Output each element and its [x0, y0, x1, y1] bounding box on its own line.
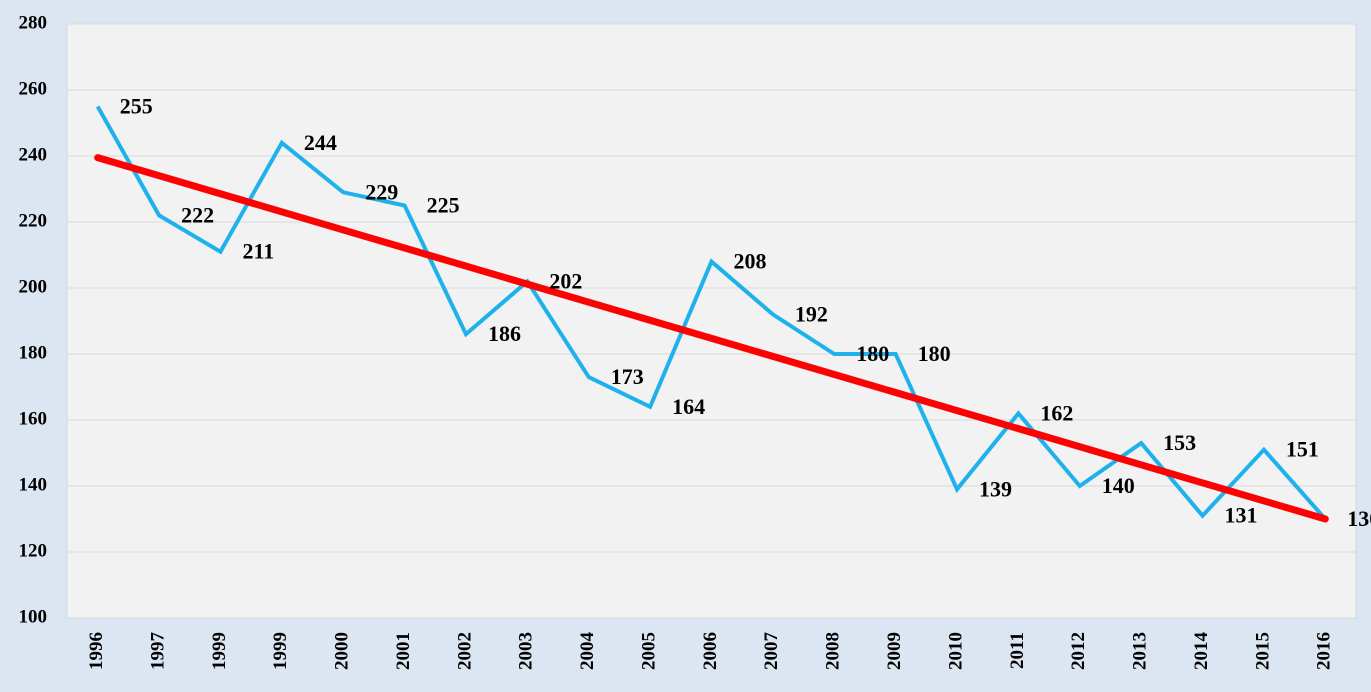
data-label: 153	[1163, 430, 1196, 455]
y-tick-label: 160	[19, 408, 48, 429]
data-label: 139	[979, 476, 1012, 501]
y-tick-label: 260	[19, 78, 48, 99]
data-label: 244	[304, 130, 337, 155]
x-tick-label: 2003	[516, 632, 537, 670]
data-label: 180	[918, 341, 951, 366]
x-tick-label: 2002	[454, 632, 475, 670]
y-tick-label: 280	[19, 12, 48, 33]
data-label: 192	[795, 301, 828, 326]
data-label: 140	[1102, 473, 1135, 498]
x-tick-label: 2004	[577, 632, 598, 671]
data-label: 202	[549, 268, 582, 293]
data-label: 208	[734, 249, 767, 274]
y-tick-label: 200	[19, 276, 48, 297]
x-tick-label: 2015	[1252, 632, 1273, 670]
data-label: 211	[242, 239, 274, 264]
y-tick-label: 100	[19, 606, 48, 627]
data-label: 186	[488, 321, 521, 346]
x-tick-label: 2000	[332, 632, 353, 670]
x-tick-label: 1999	[270, 632, 291, 670]
x-tick-label: 2009	[884, 632, 905, 670]
data-label: 162	[1040, 400, 1073, 425]
x-tick-label: 2005	[638, 632, 659, 670]
data-label: 131	[1225, 503, 1258, 528]
y-tick-label: 220	[19, 210, 48, 231]
x-tick-label: 2016	[1314, 632, 1335, 670]
x-tick-label: 2006	[700, 632, 721, 670]
plot-area	[66, 23, 1357, 619]
y-tick-label: 180	[19, 342, 48, 363]
x-tick-label: 2014	[1191, 632, 1212, 671]
x-tick-label: 2010	[945, 632, 966, 670]
x-tick-label: 1999	[209, 632, 230, 670]
x-tick-label: 2007	[761, 632, 782, 671]
data-label: 229	[365, 179, 398, 204]
data-label: 222	[181, 202, 214, 227]
x-tick-label: 2013	[1130, 632, 1151, 670]
x-tick-label: 2001	[393, 632, 414, 670]
y-tick-label: 240	[19, 144, 48, 165]
data-label: 180	[856, 341, 889, 366]
trend-line	[94, 154, 1329, 523]
data-label: 255	[120, 94, 153, 119]
x-tick-label: 2012	[1068, 632, 1089, 670]
data-label: 173	[611, 364, 644, 389]
x-tick-label: 1997	[147, 632, 168, 671]
x-tick-label: 2008	[823, 632, 844, 670]
y-tick-label: 140	[19, 474, 48, 495]
x-tick-label: 2011	[1007, 632, 1028, 669]
data-label: 225	[427, 193, 460, 218]
y-tick-label: 120	[19, 540, 48, 561]
data-label: 130	[1347, 506, 1371, 531]
data-label: 151	[1286, 437, 1319, 462]
x-tick-label: 1996	[86, 632, 107, 670]
data-label: 164	[672, 394, 705, 419]
